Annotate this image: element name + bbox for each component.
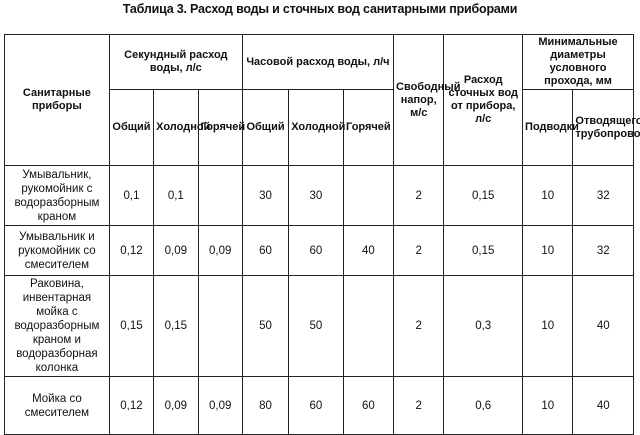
- hr-cold-cell: 60: [288, 225, 344, 276]
- supply-cell: 10: [522, 275, 574, 377]
- header-supply: Подводки: [522, 89, 579, 166]
- table-title: Таблица 3. Расход воды и сточных вод сан…: [122, 2, 518, 16]
- sec-total-cell: 0,12: [108, 376, 155, 435]
- hr-hot-cell: [342, 275, 395, 377]
- sec-total-cell: 0,12: [108, 225, 155, 276]
- device-cell: Раковина, инвентарная мойка с водоразбор…: [4, 275, 110, 377]
- drain-cell: 40: [572, 275, 634, 377]
- header-sec-flow: Секундный расход воды, л/с: [108, 34, 243, 90]
- header-drain: Отводящего трубопровода: [572, 89, 640, 166]
- head-cell: 2: [393, 376, 445, 435]
- sec-cold-cell: 0,15: [153, 275, 199, 377]
- drain-cell: 32: [572, 225, 634, 276]
- drain-cell: 40: [572, 376, 634, 435]
- header-waste-flow: Расход сточных вод от прибора, л/с: [443, 34, 524, 166]
- hr-hot-cell: 40: [342, 225, 395, 276]
- sec-hot-cell: [197, 165, 243, 226]
- hr-cold-cell: 30: [288, 165, 344, 226]
- header-sec-total: Общий: [108, 89, 155, 166]
- hr-hot-cell: 60: [342, 376, 395, 435]
- header-device: Санитарные приборы: [4, 34, 110, 166]
- sec-hot-cell: 0,09: [197, 376, 243, 435]
- supply-cell: 10: [522, 165, 574, 226]
- sec-cold-cell: 0,09: [153, 225, 199, 276]
- header-sec-hot: Горячей: [197, 89, 245, 166]
- head-cell: 2: [393, 225, 445, 276]
- header-row-2: Общий Холодной Горячей Общий Холодной Го…: [5, 89, 640, 166]
- device-cell: Умывальник и рукомойник со смесителем: [4, 225, 110, 276]
- sec-hot-cell: [197, 275, 243, 377]
- hr-cold-cell: 50: [288, 275, 344, 377]
- sanitary-devices-table: Санитарные приборы Секундный расход воды…: [4, 34, 640, 435]
- waste-cell: 0,3: [443, 275, 524, 377]
- hr-total-cell: 60: [241, 225, 290, 276]
- table-row: Мойка со смесителем 0,12 0,09 0,09 80 60…: [4, 376, 634, 435]
- header-free-head: Свободный напор, м/с: [393, 34, 460, 166]
- sec-total-cell: 0,15: [108, 275, 155, 377]
- header-hour-flow: Часовой расход воды, л/ч: [241, 34, 395, 90]
- supply-cell: 10: [522, 225, 574, 276]
- waste-cell: 0,6: [443, 376, 524, 435]
- sec-cold-cell: 0,1: [153, 165, 199, 226]
- hr-total-cell: 30: [241, 165, 290, 226]
- hr-hot-cell: [342, 165, 395, 226]
- sec-cold-cell: 0,09: [153, 376, 199, 435]
- header-row-1: Санитарные приборы Секундный расход воды…: [4, 34, 634, 166]
- header-min-diam: Минимальные диаметры условного прохода, …: [522, 34, 634, 90]
- head-cell: 2: [393, 165, 445, 226]
- sec-total-cell: 0,1: [108, 165, 155, 226]
- head-cell: 2: [393, 275, 445, 377]
- sec-hot-cell: 0,09: [197, 225, 243, 276]
- table-row: Умывальник и рукомойник со смесителем 0,…: [4, 225, 634, 276]
- device-cell: Умывальник, рукомойник с водоразборным к…: [4, 165, 110, 226]
- table-row: Раковина, инвентарная мойка с водоразбор…: [4, 275, 634, 377]
- supply-cell: 10: [522, 376, 574, 435]
- hr-total-cell: 50: [241, 275, 290, 377]
- hr-total-cell: 80: [241, 376, 290, 435]
- drain-cell: 32: [572, 165, 634, 226]
- header-hr-hot: Горячей: [342, 89, 395, 166]
- waste-cell: 0,15: [443, 165, 524, 226]
- table-row: Умывальник, рукомойник с водоразборным к…: [4, 165, 634, 226]
- waste-cell: 0,15: [443, 225, 524, 276]
- header-hr-total: Общий: [241, 89, 290, 166]
- hr-cold-cell: 60: [288, 376, 344, 435]
- device-cell: Мойка со смесителем: [4, 376, 110, 435]
- header-hr-cold: Холодной: [288, 89, 345, 166]
- header-sec-cold: Холодной: [153, 89, 210, 166]
